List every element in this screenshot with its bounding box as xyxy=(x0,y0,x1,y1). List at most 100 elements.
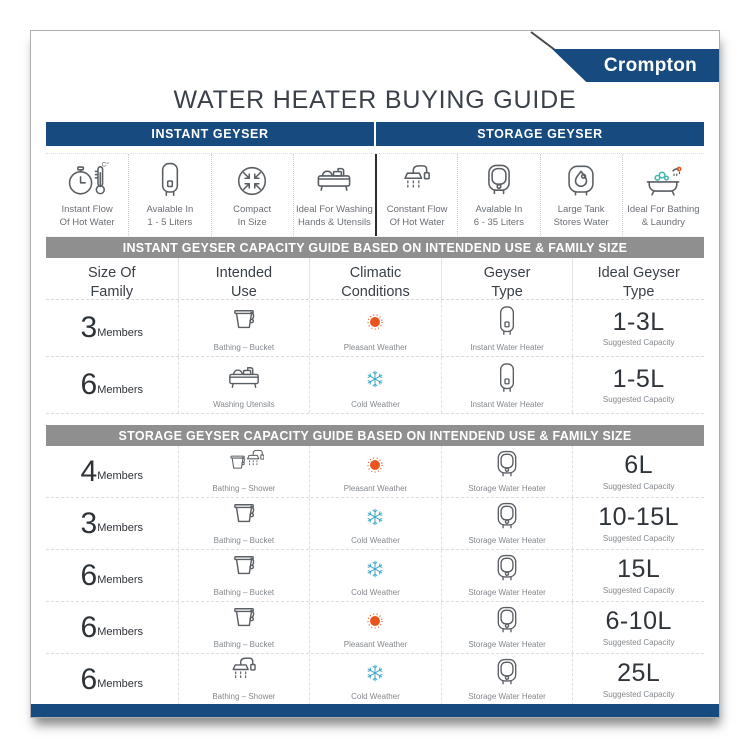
table-row: 4 Members Bathing – Shower Pleasant Weat… xyxy=(46,446,704,498)
intended-use-label: Washing Utensils xyxy=(213,400,275,409)
table-row: 3 Members Bathing – Bucket Cold Weather … xyxy=(46,498,704,550)
climate-label: Cold Weather xyxy=(351,400,400,409)
sun-icon xyxy=(361,308,389,336)
table-row: 6 Members Bathing – Shower Cold Weather … xyxy=(46,654,704,706)
section-bar-instant-guide: INSTANT GEYSER CAPACITY GUIDE BASED ON I… xyxy=(46,237,704,258)
capacity-value: 6-10L xyxy=(605,607,672,636)
feature-available-liters-storage: Avalable In 6 - 35 Liters xyxy=(457,154,539,236)
intended-use-label: Bathing – Bucket xyxy=(213,536,275,545)
storage-water-heater-icon xyxy=(487,446,527,484)
bucket-icon xyxy=(219,496,269,536)
column-header-geyser-type: Geyser Type xyxy=(440,258,573,300)
bucket-icon xyxy=(219,600,269,640)
sun-icon xyxy=(361,607,389,635)
climate-label: Pleasant Weather xyxy=(343,484,408,493)
geyser-type-label: Storage Water Heater xyxy=(468,484,546,493)
climate-label: Cold Weather xyxy=(351,588,400,597)
climate-label: Pleasant Weather xyxy=(343,343,408,352)
snowflake-icon xyxy=(361,659,389,687)
shower-head-icon xyxy=(219,652,269,692)
table-row: 3 Members Bathing – Bucket Pleasant Weat… xyxy=(46,300,704,357)
feature-label: Instant Flow Of Hot Water xyxy=(59,204,115,228)
geyser-type-label: Instant Water Heater xyxy=(470,400,544,409)
family-unit: Members xyxy=(97,522,144,534)
bucket-shower-icon xyxy=(219,444,269,484)
family-size: 6 xyxy=(80,662,98,696)
intended-use-label: Bathing – Shower xyxy=(212,692,276,701)
footer-bar xyxy=(31,704,719,717)
snowflake-icon xyxy=(361,365,389,393)
feature-label: Ideal For Bathing & Laundry xyxy=(627,204,700,228)
bucket-icon xyxy=(219,302,269,342)
feature-constant-flow: Constant Flow Of Hot Water xyxy=(375,154,457,236)
page-title: WATER HEATER BUYING GUIDE xyxy=(173,86,577,114)
family-unit: Members xyxy=(97,574,144,586)
capacity-value: 10-15L xyxy=(598,503,680,532)
climate-label: Cold Weather xyxy=(351,692,400,701)
table-header: Size Of Family Intended Use Climatic Con… xyxy=(46,258,704,300)
storage-geyser-icon xyxy=(475,159,523,203)
family-unit: Members xyxy=(97,383,144,396)
storage-water-heater-icon xyxy=(487,498,527,536)
column-header-climatic-conditions: Climatic Conditions xyxy=(309,258,441,300)
section-bar-storage-guide: STORAGE GEYSER CAPACITY GUIDE BASED ON I… xyxy=(46,425,704,446)
crompton-logo: Crompton xyxy=(552,49,719,82)
intended-use-label: Bathing – Bucket xyxy=(213,343,275,352)
tab-storage-geyser: STORAGE GEYSER xyxy=(374,122,704,146)
geyser-type-label: Storage Water Heater xyxy=(468,640,546,649)
family-size: 3 xyxy=(80,506,98,540)
capacity-note: Suggested Capacity xyxy=(602,395,675,405)
family-size: 4 xyxy=(80,454,98,488)
capacity-value: 1-3L xyxy=(612,307,665,336)
column-header-family-size: Size Of Family xyxy=(88,265,136,301)
snowflake-icon xyxy=(361,555,389,583)
intended-use-label: Bathing – Bucket xyxy=(213,640,275,649)
capacity-note: Suggested Capacity xyxy=(602,585,675,595)
compact-size-icon xyxy=(228,159,276,203)
banner-accent-line xyxy=(530,31,556,51)
storage-water-heater-icon xyxy=(487,654,527,692)
feature-label: Large Tank Stores Water xyxy=(553,204,609,228)
feature-label: Constant Flow Of Hot Water xyxy=(386,204,448,228)
capacity-note: Suggested Capacity xyxy=(602,533,675,543)
climate-label: Cold Weather xyxy=(351,536,400,545)
intended-use-label: Bathing – Shower xyxy=(212,484,276,493)
capacity-note: Suggested Capacity xyxy=(602,481,675,491)
water-tank-icon xyxy=(557,159,605,203)
column-header-intended-use: Intended Use xyxy=(177,258,310,300)
climate-label: Pleasant Weather xyxy=(343,640,408,649)
washing-sink-icon xyxy=(310,159,358,203)
sun-icon xyxy=(361,451,389,479)
feature-label: Ideal For Washing Hands & Utensils xyxy=(296,204,373,228)
table-row: 6 Members Washing Utensils Cold Weather … xyxy=(46,357,704,414)
capacity-note: Suggested Capacity xyxy=(602,637,675,647)
capacity-note: Suggested Capacity xyxy=(602,338,675,348)
capacity-value: 1-5L xyxy=(612,364,665,393)
capacity-note: Suggested Capacity xyxy=(602,689,675,699)
feature-washing-hands: Ideal For Washing Hands & Utensils xyxy=(292,154,375,236)
feature-label: Avalable In 1 - 5 Liters xyxy=(146,204,194,228)
feature-instant-flow: Instant Flow Of Hot Water xyxy=(46,154,128,236)
instant-water-heater-icon xyxy=(487,303,527,341)
feature-compact-size: Compact In Size xyxy=(210,154,293,236)
feature-available-liters-instant: Avalable In 1 - 5 Liters xyxy=(128,154,210,236)
family-size: 6 xyxy=(80,558,98,592)
guide-card: Crompton WATER HEATER BUYING GUIDE INSTA… xyxy=(30,30,720,718)
family-unit: Members xyxy=(97,678,144,690)
storage-water-heater-icon xyxy=(487,602,527,640)
bathtub-icon xyxy=(639,159,687,203)
instant-water-heater-icon xyxy=(487,360,527,398)
washing-sink-icon xyxy=(219,359,269,399)
shower-head-icon xyxy=(393,159,441,203)
family-size: 3 xyxy=(80,311,98,344)
feature-bathing-laundry: Ideal For Bathing & Laundry xyxy=(621,154,704,236)
instant-geyser-icon xyxy=(146,159,194,203)
crompton-logo-text: Crompton xyxy=(603,54,698,76)
tab-instant-geyser: INSTANT GEYSER xyxy=(151,127,269,141)
table-row: 6 Members Bathing – Bucket Cold Weather … xyxy=(46,550,704,602)
family-unit: Members xyxy=(97,626,144,638)
feature-strip: Instant Flow Of Hot Water Avalable In 1 … xyxy=(46,153,704,237)
capacity-value: 25L xyxy=(617,659,661,688)
table-row: 6 Members Bathing – Bucket Pleasant Weat… xyxy=(46,602,704,654)
